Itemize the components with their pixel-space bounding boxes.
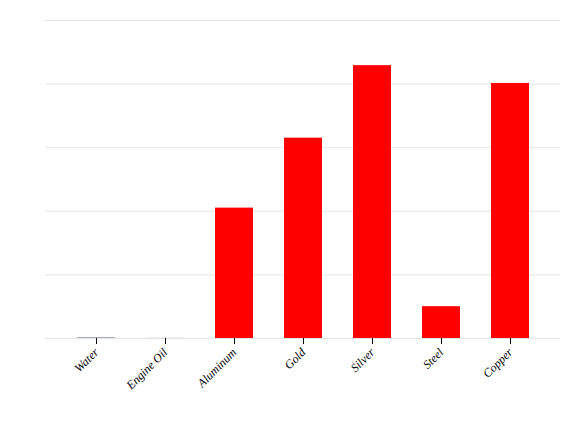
svg-text:Aluminum: Aluminum: [194, 345, 240, 391]
svg-text:Engine Oil: Engine Oil: [123, 345, 171, 393]
svg-text:Steel: Steel: [420, 345, 447, 372]
svg-text:Gold: Gold: [281, 345, 309, 373]
svg-text:Copper: Copper: [480, 345, 516, 381]
svg-text:Water: Water: [71, 345, 101, 375]
svg-text:Silver: Silver: [348, 345, 378, 375]
